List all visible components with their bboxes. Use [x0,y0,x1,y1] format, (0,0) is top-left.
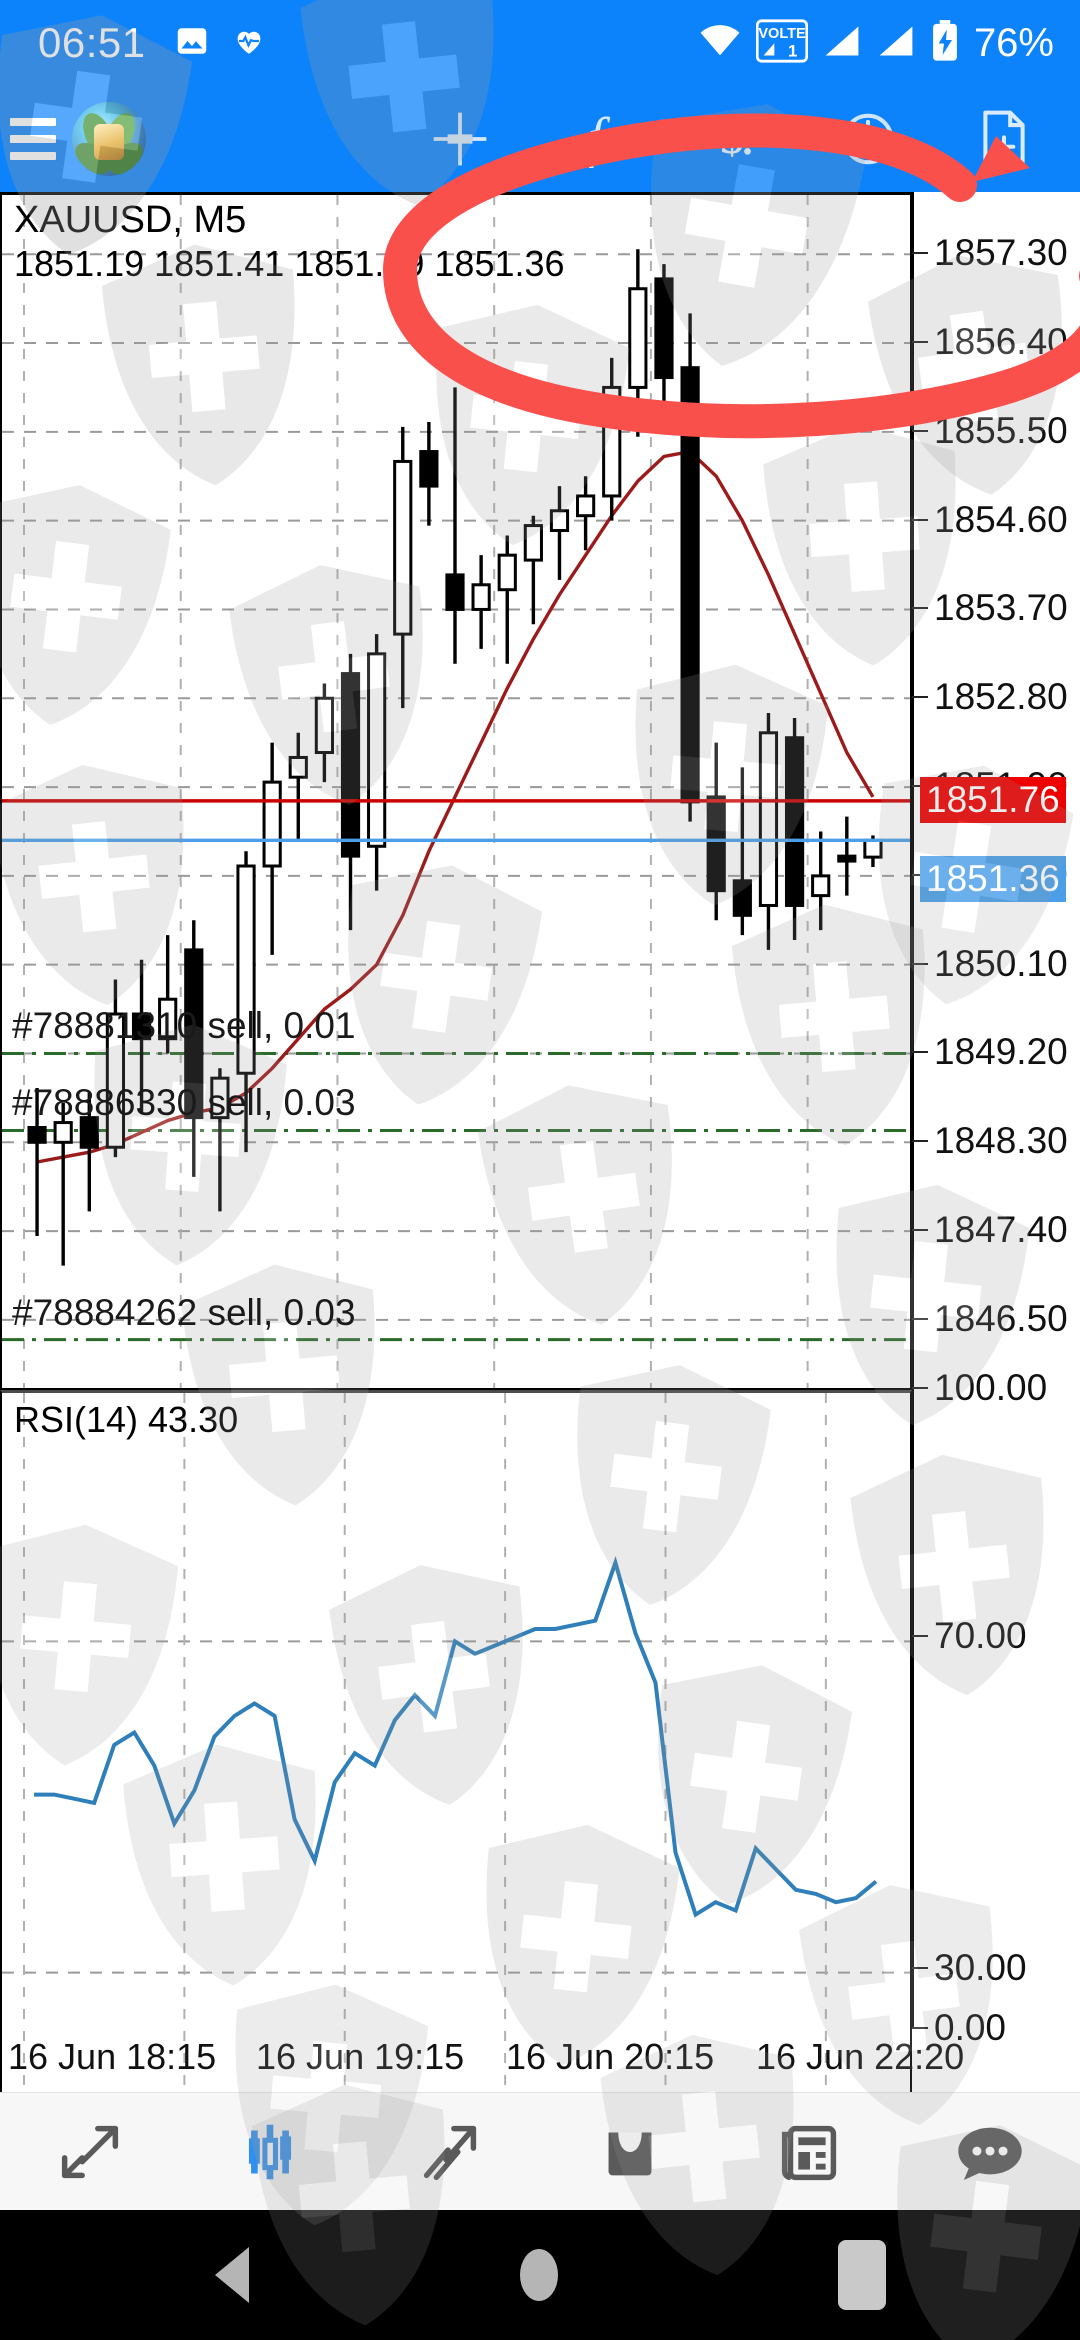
status-bar: 06:51 VOLTE 1 [0,0,1080,86]
axis-tick [912,518,928,521]
price-axis-label-9: 1849.20 [934,1031,1068,1073]
volte-icon: VOLTE 1 [755,18,809,68]
price-axis-label-4: 1853.70 [934,587,1068,629]
heart-rate-icon [232,24,266,63]
chart-ohlc-values: 1851.19 1851.41 1851.09 1851.36 [14,243,565,284]
rsi-chart-svg [2,1393,910,2220]
price-axis[interactable]: 1857.30 1856.40 1855.50 1854.60 1853.70 1852.… [912,192,1080,2092]
wifi-icon [698,23,742,64]
chart-area[interactable]: XAUUSD, M5 1851.19 1851.41 1851.09 1851.… [0,192,1080,2222]
axis-tick [912,1635,928,1638]
android-navigation-bar[interactable] [0,2210,1080,2340]
price-chart-svg [2,195,910,1388]
app-toolbar: f $ [0,86,1080,192]
status-clock: 06:51 [38,19,146,66]
time-label-3: 16 Jun 20:15 [506,2036,715,2077]
signal-2-icon [876,24,916,63]
price-axis-label-3: 1854.60 [934,498,1068,540]
hamburger-menu-icon[interactable] [10,118,66,160]
status-system-icons: VOLTE 1 76% [698,18,1054,68]
status-notification-icons [174,23,266,64]
axis-tick [912,1387,928,1389]
price-axis-label-0: 1857.30 [934,232,1068,274]
price-axis-label-1: 1856.40 [934,321,1068,363]
axis-line [912,192,914,2028]
crosshair-icon[interactable] [392,86,528,192]
bottom-navigation[interactable] [0,2092,1080,2210]
order-label-1[interactable]: #78881310 sell, 0.01 [12,1005,356,1047]
rsi-pane[interactable]: RSI(14) 43.30 [0,1390,912,2222]
price-axis-label-12: 1846.50 [934,1297,1068,1339]
metatrader-logo-icon[interactable] [72,102,146,176]
order-label-2[interactable]: #78886330 sell, 0.03 [12,1082,356,1124]
rsi-axis-label-0: 100.00 [934,1367,1048,1408]
battery-percent-label: 76% [973,20,1054,65]
axis-tick [912,2027,928,2029]
rsi-axis-label-1: 70.00 [934,1615,1027,1657]
signal-1-icon [822,24,862,63]
axis-tick [912,1229,928,1232]
axis-tick [912,429,928,432]
axis-tick [912,1966,928,1969]
axis-tick [912,696,928,699]
time-label-1: 16 Jun 18:15 [8,2036,217,2077]
price-axis-label-10: 1848.30 [934,1120,1068,1162]
quotes-icon[interactable] [15,2093,165,2211]
new-chart-icon[interactable] [936,86,1072,192]
chart-symbol-title: XAUUSD, M5 [14,199,247,241]
price-axis-label-8: 1850.10 [934,942,1068,984]
axis-tick [912,1317,928,1320]
recents-icon[interactable] [838,2240,886,2310]
axis-tick [912,252,928,255]
ask-price-badge[interactable]: 1851.76 [920,776,1066,823]
bid-price-badge[interactable]: 1851.36 [920,856,1066,903]
home-icon[interactable] [520,2249,558,2301]
svg-text:f: f [588,108,610,169]
rsi-axis-label-2: 30.00 [934,1946,1027,1988]
history-icon[interactable] [555,2093,705,2211]
indicators-icon[interactable]: f [528,86,664,192]
axis-tick [912,962,928,965]
timeframe-icon[interactable] [800,86,936,192]
news-icon[interactable] [735,2093,885,2211]
trade-icon[interactable] [375,2093,525,2211]
toolbar-buttons: f $ [392,86,1072,192]
axis-tick [912,607,928,610]
price-pane[interactable]: XAUUSD, M5 1851.19 1851.41 1851.09 1851.… [0,192,912,1390]
rsi-title: RSI(14) 43.30 [14,1399,239,1440]
chat-icon[interactable] [915,2093,1065,2211]
axis-tick [912,341,928,344]
price-axis-label-5: 1852.80 [934,676,1068,718]
charts-icon[interactable] [195,2093,345,2211]
axis-tick [912,1140,928,1143]
axis-tick [912,1051,928,1054]
photo-icon [174,23,210,64]
rsi-axis-label-3: 0.00 [934,2007,1007,2048]
time-label-4: 16 Jun 22:20 [756,2036,965,2077]
svg-text:VOLTE: VOLTE [758,25,806,41]
objects-icon[interactable]: $ [664,86,800,192]
order-label-3[interactable]: #78884262 sell, 0.03 [12,1291,356,1333]
back-icon[interactable] [215,2247,249,2303]
price-axis-label-2: 1855.50 [934,409,1068,451]
time-label-2: 16 Jun 19:15 [256,2036,465,2077]
battery-charging-icon [930,19,960,67]
time-axis: 16 Jun 18:15 16 Jun 19:15 16 Jun 20:15 1… [0,2030,1080,2092]
price-axis-label-11: 1847.40 [934,1209,1068,1251]
svg-text:1: 1 [788,41,797,60]
